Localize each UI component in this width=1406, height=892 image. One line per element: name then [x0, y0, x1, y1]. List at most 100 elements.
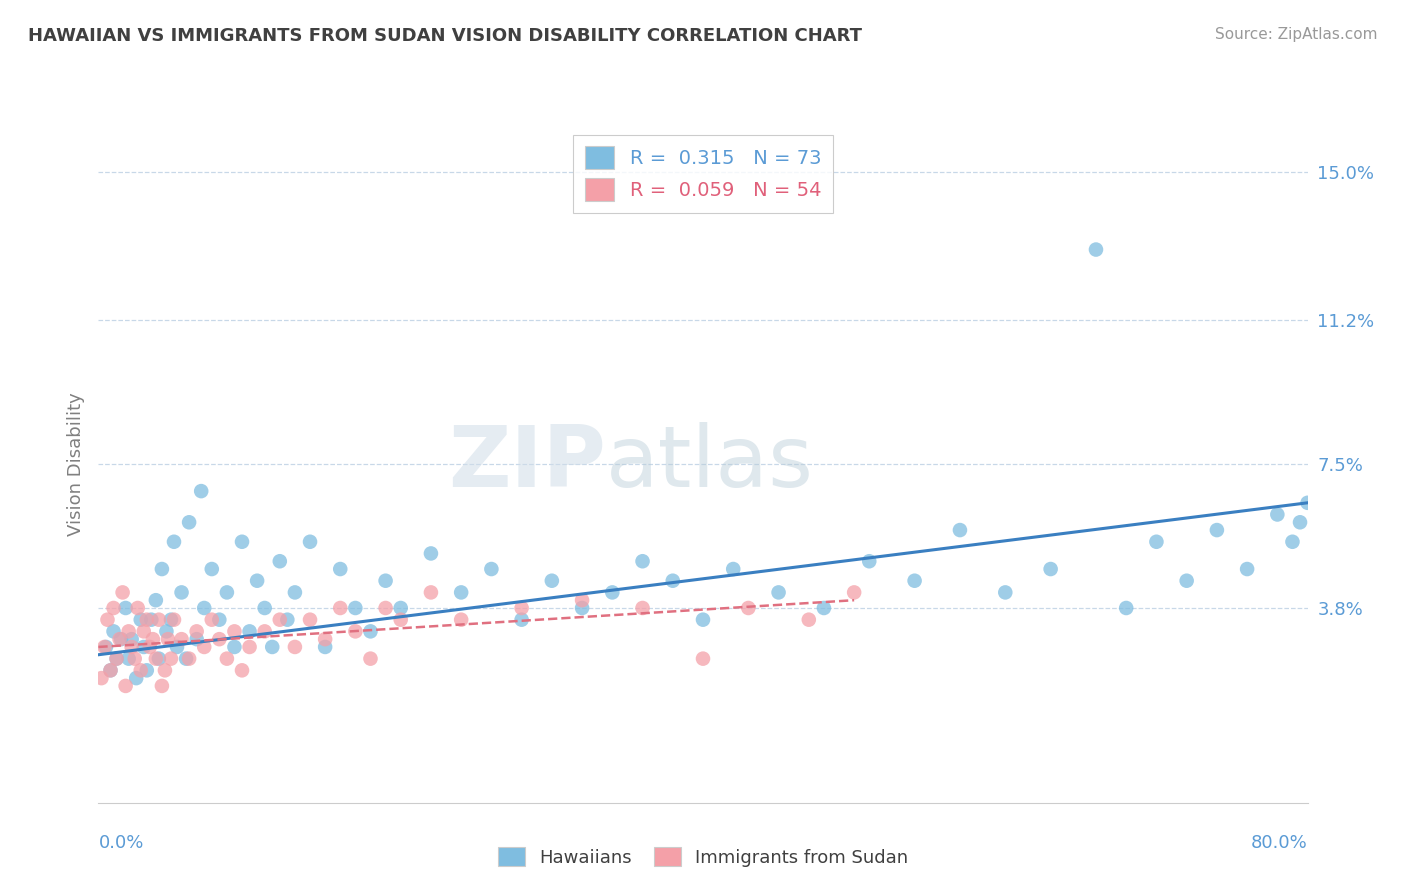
- Point: [602, 585, 624, 599]
- Point: [145, 651, 167, 665]
- Point: [631, 601, 654, 615]
- Point: [160, 651, 183, 665]
- Point: [723, 562, 745, 576]
- Point: [141, 613, 163, 627]
- Point: [135, 663, 157, 677]
- Point: [420, 585, 443, 599]
- Point: [797, 613, 820, 627]
- Point: [269, 613, 291, 627]
- Point: [540, 574, 562, 588]
- Point: [156, 632, 179, 647]
- Point: [1289, 516, 1312, 530]
- Point: [114, 601, 136, 615]
- Point: [121, 640, 143, 654]
- Point: [110, 632, 132, 647]
- Legend: Hawaiians, Immigrants from Sudan: Hawaiians, Immigrants from Sudan: [491, 840, 915, 874]
- Text: atlas: atlas: [606, 422, 814, 506]
- Point: [103, 624, 125, 639]
- Point: [163, 534, 186, 549]
- Point: [208, 613, 231, 627]
- Point: [768, 585, 790, 599]
- Point: [142, 632, 165, 647]
- Point: [949, 523, 972, 537]
- Point: [1039, 562, 1062, 576]
- Point: [253, 601, 276, 615]
- Point: [124, 651, 146, 665]
- Point: [239, 624, 262, 639]
- Text: 0.0%: 0.0%: [98, 834, 143, 852]
- Point: [389, 601, 412, 615]
- Point: [299, 534, 322, 549]
- Point: [208, 632, 231, 647]
- Point: [100, 663, 122, 677]
- Point: [94, 640, 117, 654]
- Point: [170, 585, 193, 599]
- Point: [239, 640, 262, 654]
- Point: [276, 613, 298, 627]
- Point: [360, 651, 382, 665]
- Point: [314, 632, 336, 647]
- Point: [129, 663, 152, 677]
- Point: [246, 574, 269, 588]
- Point: [93, 640, 115, 654]
- Point: [132, 624, 155, 639]
- Point: [571, 593, 593, 607]
- Text: ZIP: ZIP: [449, 422, 606, 506]
- Point: [215, 585, 238, 599]
- Text: 80.0%: 80.0%: [1251, 834, 1308, 852]
- Point: [360, 624, 382, 639]
- Point: [813, 601, 835, 615]
- Point: [299, 613, 322, 627]
- Text: HAWAIIAN VS IMMIGRANTS FROM SUDAN VISION DISABILITY CORRELATION CHART: HAWAIIAN VS IMMIGRANTS FROM SUDAN VISION…: [28, 27, 862, 45]
- Point: [100, 663, 122, 677]
- Point: [118, 624, 141, 639]
- Point: [844, 585, 866, 599]
- Point: [105, 651, 128, 665]
- Text: Source: ZipAtlas.com: Source: ZipAtlas.com: [1215, 27, 1378, 42]
- Point: [179, 651, 201, 665]
- Point: [129, 613, 152, 627]
- Point: [114, 679, 136, 693]
- Point: [121, 632, 143, 647]
- Point: [1144, 534, 1167, 549]
- Point: [132, 640, 155, 654]
- Point: [193, 640, 215, 654]
- Point: [135, 613, 157, 627]
- Point: [186, 632, 208, 647]
- Point: [450, 613, 472, 627]
- Point: [1175, 574, 1198, 588]
- Point: [1236, 562, 1258, 576]
- Point: [262, 640, 284, 654]
- Point: [145, 593, 167, 607]
- Point: [510, 613, 533, 627]
- Legend: R =  0.315   N = 73, R =  0.059   N = 54: R = 0.315 N = 73, R = 0.059 N = 54: [574, 135, 832, 212]
- Point: [450, 585, 472, 599]
- Point: [344, 624, 367, 639]
- Point: [201, 562, 224, 576]
- Point: [1296, 496, 1319, 510]
- Point: [224, 640, 246, 654]
- Point: [231, 534, 253, 549]
- Point: [284, 585, 307, 599]
- Point: [329, 601, 352, 615]
- Point: [111, 585, 134, 599]
- Point: [631, 554, 654, 568]
- Point: [510, 601, 533, 615]
- Point: [155, 624, 177, 639]
- Point: [571, 601, 593, 615]
- Point: [1206, 523, 1229, 537]
- Y-axis label: Vision Disability: Vision Disability: [66, 392, 84, 536]
- Point: [179, 516, 201, 530]
- Point: [103, 601, 125, 615]
- Point: [160, 613, 183, 627]
- Point: [166, 640, 188, 654]
- Point: [127, 601, 149, 615]
- Point: [994, 585, 1017, 599]
- Point: [174, 651, 197, 665]
- Point: [389, 613, 412, 627]
- Point: [374, 574, 396, 588]
- Point: [125, 671, 148, 685]
- Point: [108, 632, 131, 647]
- Point: [481, 562, 503, 576]
- Point: [420, 546, 443, 560]
